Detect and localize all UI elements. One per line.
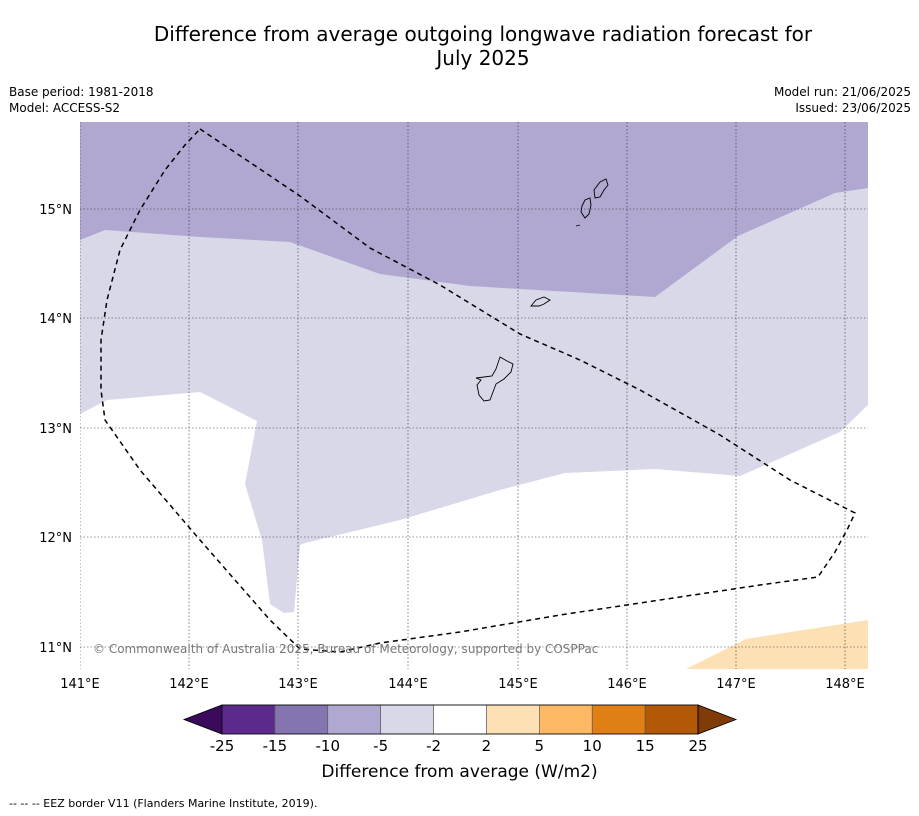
lat-label: 15°N xyxy=(39,203,72,218)
colorbar-tick-label: 25 xyxy=(688,737,707,755)
issued-date: Issued: 23/06/2025 xyxy=(795,101,911,115)
colorbar-extend-low xyxy=(182,704,223,735)
colorbar-segment xyxy=(327,704,381,735)
island-rota xyxy=(530,296,551,307)
lon-label: 145°E xyxy=(498,677,538,692)
latitude-labels: 15°N 14°N 13°N 12°N 11°N xyxy=(39,203,72,656)
lat-label: 11°N xyxy=(39,641,72,656)
colorbar-extend-high xyxy=(697,704,738,735)
lon-label: 143°E xyxy=(278,677,318,692)
colorbar-tick-label: -2 xyxy=(426,737,441,755)
colorbar-tick-label: 2 xyxy=(482,737,492,755)
anomaly-region-medium-negative xyxy=(80,122,868,297)
map-title: Difference from average outgoing longwav… xyxy=(120,22,846,70)
eez-border xyxy=(100,128,856,653)
colorbar-label: Difference from average (W/m2) xyxy=(321,762,598,782)
lon-label: 141°E xyxy=(60,677,100,692)
lat-label: 14°N xyxy=(39,312,72,327)
island-saipan xyxy=(593,178,609,199)
colorbar-tick-label: -25 xyxy=(210,737,235,755)
copyright-text: © Commonwealth of Australia 2025, Bureau… xyxy=(93,642,598,656)
colorbar-tick-label: 5 xyxy=(535,737,545,755)
colorbar-segment xyxy=(591,704,646,735)
island-aguijan xyxy=(575,224,581,227)
model-run: Model run: 21/06/2025 xyxy=(773,85,911,99)
colorbar-segment xyxy=(221,704,276,735)
colorbar-tick-label: 10 xyxy=(583,737,602,755)
colorbar-segment xyxy=(380,704,434,735)
lon-label: 146°E xyxy=(607,677,647,692)
lat-label: 12°N xyxy=(39,531,72,546)
eez-footnote: -- -- -- EEZ border V11 (Flanders Marine… xyxy=(9,797,318,810)
meta-left: Base period: 1981-2018 Model: ACCESS-S2 xyxy=(9,84,154,116)
model-name: Model: ACCESS-S2 xyxy=(9,101,121,115)
island-tinian xyxy=(580,197,592,219)
colorbar-tick-label: -5 xyxy=(373,737,388,755)
lat-label: 13°N xyxy=(39,422,72,437)
colorbar-segment xyxy=(486,704,540,735)
colorbar-segment xyxy=(644,704,699,735)
colorbar-segment xyxy=(433,704,487,735)
longitude-labels: 141°E 142°E 143°E 144°E 145°E 146°E 147°… xyxy=(60,677,865,692)
lon-label: 147°E xyxy=(716,677,756,692)
map-area: © Commonwealth of Australia 2025, Bureau… xyxy=(80,122,868,669)
colorbar-frame xyxy=(221,704,699,735)
base-period: Base period: 1981-2018 xyxy=(9,85,154,99)
lon-label: 148°E xyxy=(825,677,865,692)
colorbar-tick-label: -10 xyxy=(316,737,341,755)
graticule xyxy=(80,122,868,669)
islands xyxy=(475,178,609,402)
title-line-2: July 2025 xyxy=(436,46,530,70)
island-guam xyxy=(475,356,514,402)
colorbar-segment xyxy=(274,704,329,735)
anomaly-region-light-positive xyxy=(686,620,868,669)
title-line-1: Difference from average outgoing longwav… xyxy=(153,22,813,46)
colorbar-segment xyxy=(539,704,593,735)
lon-label: 142°E xyxy=(169,677,209,692)
lon-label: 144°E xyxy=(388,677,428,692)
colorbar: -25 -15 -10 -5 -2 2 5 10 15 25 xyxy=(182,704,738,755)
colorbar-tick-label: 15 xyxy=(636,737,655,755)
meta-right: Model run: 21/06/2025 Issued: 23/06/2025 xyxy=(774,84,911,116)
colorbar-tick-label: -15 xyxy=(263,737,288,755)
